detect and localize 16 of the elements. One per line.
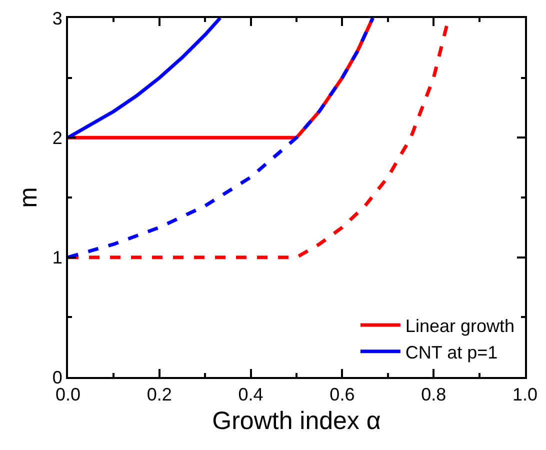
- line-series: [68, 18, 222, 140]
- legend-label: Linear growth: [405, 316, 515, 336]
- line-series: [68, 18, 375, 260]
- y-tick-label: 3: [52, 8, 62, 28]
- x-tick-label: 0.4: [238, 384, 264, 405]
- x-tick-label: 0.8: [421, 384, 446, 405]
- x-tick-label: 1.0: [512, 384, 538, 405]
- y-tick-label: 2: [52, 128, 62, 148]
- x-axis-title: Growth index α: [212, 407, 381, 436]
- y-axis-title: m: [14, 187, 43, 208]
- legend-label: CNT at p=1: [405, 342, 498, 362]
- y-tick-label: 0: [52, 367, 62, 388]
- y-tick-label: 1: [52, 248, 62, 268]
- x-tick-label: 0.0: [55, 384, 81, 405]
- x-tick-label: 0.6: [330, 384, 355, 405]
- x-tick-label: 0.2: [146, 384, 172, 405]
